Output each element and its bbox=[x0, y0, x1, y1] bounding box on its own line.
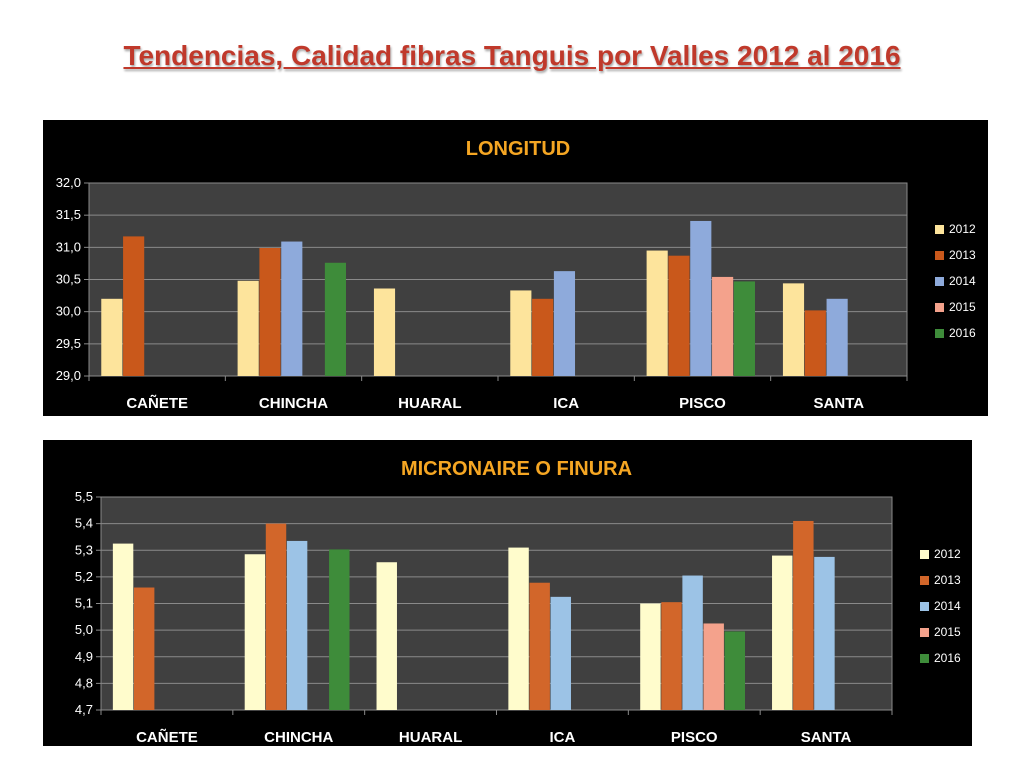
longitud-bar-chincha-2014 bbox=[281, 241, 303, 376]
longitud-legend-swatch-2015 bbox=[935, 303, 944, 312]
longitud-bar-canete-2013 bbox=[123, 236, 145, 376]
micronaire-o-finura-y-tick-label: 5,5 bbox=[75, 489, 93, 504]
longitud-bar-pisco-2016 bbox=[733, 281, 755, 376]
longitud-y-tick-label: 30,5 bbox=[56, 272, 81, 287]
longitud-legend-label-2012: 2012 bbox=[949, 222, 976, 236]
longitud-bar-pisco-2015 bbox=[712, 276, 734, 376]
longitud-bar-santa-2013 bbox=[804, 310, 826, 376]
longitud-bar-pisco-2012 bbox=[646, 250, 668, 376]
longitud-legend-swatch-2014 bbox=[935, 277, 944, 286]
micronaire-o-finura-bar-canete-2012 bbox=[112, 543, 134, 710]
longitud-legend-swatch-2013 bbox=[935, 251, 944, 260]
micronaire-o-finura-y-tick-label: 4,7 bbox=[75, 702, 93, 717]
longitud-legend-label-2016: 2016 bbox=[949, 326, 976, 340]
longitud-y-tick-label: 29,0 bbox=[56, 368, 81, 383]
longitud-x-category-label: CAÑETE bbox=[126, 394, 188, 412]
longitud-legend-label-2013: 2013 bbox=[949, 248, 976, 262]
micronaire-o-finura-bar-canete-2013 bbox=[133, 587, 155, 710]
longitud-bar-chincha-2013 bbox=[259, 247, 281, 376]
micronaire-o-finura-bar-chincha-2012 bbox=[244, 554, 266, 710]
longitud-chart-panel: LONGITUD 29,0 29,5 30,0 30,5 31,0 31,5 32,0 CAÑE… bbox=[43, 120, 988, 416]
micronaire-o-finura-legend-swatch-2014 bbox=[920, 602, 929, 611]
micronaire-chart: MICRONAIRE O FINURA 4,7 4,8 4,9 5,0 5,1 5,2 5,3… bbox=[75, 458, 961, 746]
longitud-y-tick-label: 32,0 bbox=[56, 175, 81, 190]
page-title: Tendencias, Calidad fibras Tanguis por V… bbox=[123, 40, 901, 71]
longitud-legend-label-2014: 2014 bbox=[949, 274, 976, 288]
micronaire-o-finura-bar-chincha-2013 bbox=[265, 523, 287, 710]
longitud-bar-ica-2012 bbox=[510, 290, 532, 376]
micronaire-o-finura-bar-pisco-2013 bbox=[661, 602, 682, 710]
micronaire-o-finura-bar-pisco-2014 bbox=[682, 575, 703, 710]
micronaire-o-finura-y-tick-label: 4,8 bbox=[75, 675, 93, 690]
longitud-bar-chincha-2016 bbox=[324, 262, 346, 376]
longitud-x-category-label: CHINCHA bbox=[259, 395, 328, 412]
longitud-legend-swatch-2016 bbox=[935, 329, 944, 338]
micronaire-o-finura-bar-ica-2014 bbox=[550, 596, 571, 710]
micronaire-o-finura-bar-chincha-2014 bbox=[286, 540, 308, 710]
micronaire-o-finura-bar-santa-2014 bbox=[814, 556, 835, 710]
micronaire-o-finura-y-tick-label: 5,0 bbox=[75, 622, 93, 637]
micronaire-o-finura-legend-label-2013: 2013 bbox=[934, 573, 961, 587]
micronaire-o-finura-bar-santa-2013 bbox=[793, 520, 814, 710]
micronaire-o-finura-x-category-label: SANTA bbox=[801, 729, 852, 746]
longitud-bar-ica-2013 bbox=[532, 298, 554, 376]
micronaire-o-finura-x-category-label: CAÑETE bbox=[136, 728, 198, 746]
longitud-y-tick-label: 29,5 bbox=[56, 336, 81, 351]
micronaire-o-finura-bar-pisco-2012 bbox=[640, 603, 661, 710]
micronaire-o-finura-bar-ica-2013 bbox=[529, 582, 550, 710]
longitud-bar-huaral-2012 bbox=[373, 288, 396, 376]
longitud-x-category-label: SANTA bbox=[814, 395, 865, 412]
micronaire-o-finura-legend-label-2016: 2016 bbox=[934, 651, 961, 665]
longitud-bar-santa-2012 bbox=[782, 283, 805, 376]
longitud-x-category-label: PISCO bbox=[679, 395, 726, 412]
micronaire-o-finura-x-category-label: CHINCHA bbox=[264, 729, 333, 746]
micronaire-o-finura-chart-title: MICRONAIRE O FINURA bbox=[401, 458, 632, 480]
longitud-x-category-label: ICA bbox=[553, 395, 579, 412]
longitud-y-tick-label: 31,5 bbox=[56, 207, 81, 222]
micronaire-o-finura-legend-label-2012: 2012 bbox=[934, 547, 961, 561]
longitud-bar-canete-2012 bbox=[101, 298, 123, 376]
micronaire-o-finura-y-tick-label: 5,2 bbox=[75, 569, 93, 584]
longitud-legend-swatch-2012 bbox=[935, 225, 944, 234]
longitud-bar-santa-2014 bbox=[826, 298, 848, 376]
micronaire-o-finura-legend-label-2015: 2015 bbox=[934, 625, 961, 639]
longitud-bar-pisco-2014 bbox=[690, 220, 712, 376]
micronaire-o-finura-y-tick-label: 4,9 bbox=[75, 649, 93, 664]
longitud-bar-pisco-2013 bbox=[668, 255, 690, 376]
micronaire-o-finura-legend-swatch-2016 bbox=[920, 654, 929, 663]
micronaire-o-finura-legend-swatch-2012 bbox=[920, 550, 929, 559]
longitud-bar-ica-2014 bbox=[553, 271, 576, 376]
micronaire-o-finura-legend-label-2014: 2014 bbox=[934, 599, 961, 613]
longitud-bar-chincha-2012 bbox=[237, 280, 259, 376]
micronaire-o-finura-bar-chincha-2016 bbox=[329, 549, 350, 710]
micronaire-o-finura-bar-ica-2012 bbox=[508, 547, 529, 710]
longitud-y-tick-label: 31,0 bbox=[56, 239, 81, 254]
micronaire-o-finura-legend-swatch-2015 bbox=[920, 628, 929, 637]
micronaire-o-finura-y-tick-label: 5,1 bbox=[75, 596, 93, 611]
micronaire-o-finura-x-category-label: ICA bbox=[549, 729, 575, 746]
micronaire-chart-panel: MICRONAIRE O FINURA 4,7 4,8 4,9 5,0 5,1 5,2 5,3… bbox=[43, 440, 972, 746]
micronaire-o-finura-x-category-label: PISCO bbox=[671, 729, 718, 746]
micronaire-o-finura-legend-swatch-2013 bbox=[920, 576, 929, 585]
micronaire-o-finura-bar-huaral-2012 bbox=[376, 562, 397, 710]
micronaire-o-finura-bar-pisco-2016 bbox=[724, 631, 746, 710]
longitud-x-category-label: HUARAL bbox=[398, 395, 461, 412]
micronaire-o-finura-bar-santa-2012 bbox=[772, 555, 793, 710]
micronaire-o-finura-x-category-label: HUARAL bbox=[399, 729, 462, 746]
longitud-chart: LONGITUD 29,0 29,5 30,0 30,5 31,0 31,5 32,0 CAÑE… bbox=[56, 138, 976, 412]
micronaire-o-finura-y-tick-label: 5,4 bbox=[75, 516, 93, 531]
micronaire-o-finura-bar-pisco-2015 bbox=[703, 623, 724, 710]
micronaire-o-finura-y-tick-label: 5,3 bbox=[75, 542, 93, 557]
longitud-chart-title: LONGITUD bbox=[466, 138, 570, 160]
longitud-y-tick-label: 30,0 bbox=[56, 304, 81, 319]
longitud-legend-label-2015: 2015 bbox=[949, 300, 976, 314]
